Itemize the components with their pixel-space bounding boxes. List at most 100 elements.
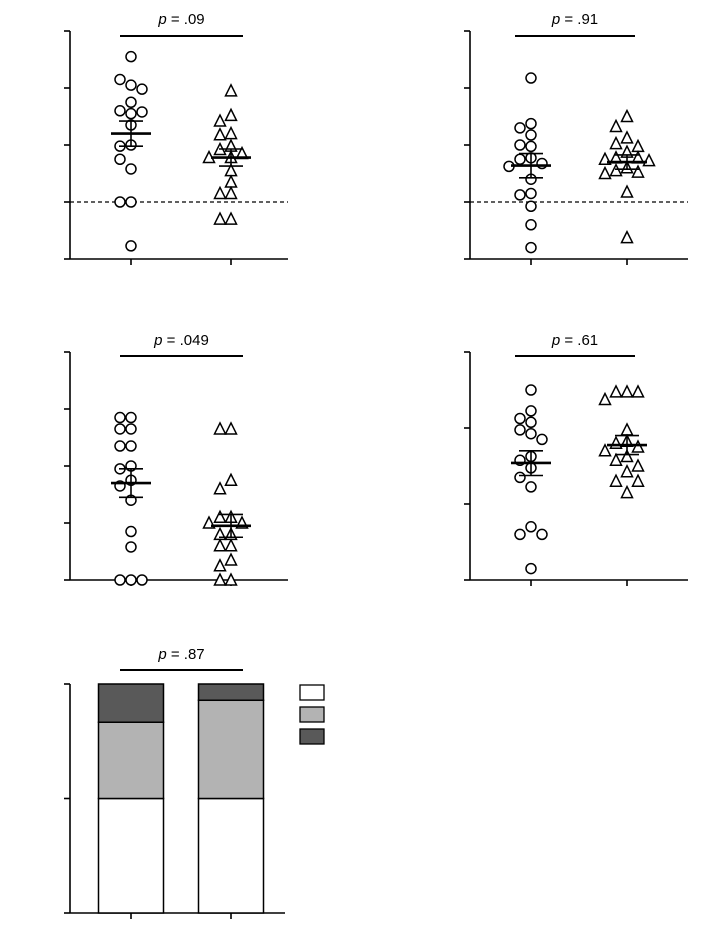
bar-segment-grade-0-hsc xyxy=(197,797,265,914)
data-point-hsc xyxy=(642,152,656,167)
data-point-hsc xyxy=(224,174,238,188)
bar-segment-grade-0-nsc xyxy=(97,797,165,914)
data-point-hsc xyxy=(224,83,238,97)
data-point-nsc xyxy=(125,411,137,424)
data-point-nsc xyxy=(525,416,537,429)
data-point-nsc xyxy=(525,405,537,417)
bar-segment-grade-1-nsc xyxy=(97,721,165,800)
data-point-hsc xyxy=(620,448,634,463)
p-symbol: p xyxy=(551,332,560,349)
data-point-hsc xyxy=(631,384,645,398)
data-point-nsc xyxy=(525,562,537,575)
data-point-hsc xyxy=(620,130,634,144)
data-point-nsc xyxy=(114,423,126,435)
panel-d: p = .61 xyxy=(464,332,688,586)
data-point-nsc xyxy=(114,411,126,424)
p-value-label: p = .09 xyxy=(157,11,204,28)
p-value-label: p = .61 xyxy=(551,332,598,349)
data-point-nsc xyxy=(125,50,137,63)
data-point-nsc xyxy=(514,471,526,484)
data-point-hsc xyxy=(213,421,227,435)
data-point-nsc xyxy=(125,525,137,538)
p-symbol: p xyxy=(153,332,162,349)
p-value-label: p = .91 xyxy=(551,11,598,28)
data-point-hsc xyxy=(598,165,612,180)
p-symbol: p xyxy=(551,11,560,28)
data-point-nsc xyxy=(125,107,137,120)
data-point-hsc xyxy=(609,135,623,150)
p-value: = .049 xyxy=(163,332,209,349)
data-point-hsc xyxy=(213,185,227,200)
data-point-nsc xyxy=(125,541,137,553)
data-point-nsc xyxy=(125,574,137,586)
data-point-nsc xyxy=(514,424,526,436)
data-point-nsc xyxy=(525,200,537,213)
data-point-hsc xyxy=(620,108,634,123)
panel-e: p = .87 xyxy=(64,646,325,919)
data-point-hsc xyxy=(224,185,238,200)
data-point-hsc xyxy=(213,113,227,127)
data-point-nsc xyxy=(536,433,548,446)
data-point-hsc xyxy=(224,211,238,225)
bar-segment-grade-2-hsc xyxy=(197,683,265,702)
data-point-hsc xyxy=(224,572,238,586)
data-point-nsc xyxy=(125,240,137,252)
bar-segment-grade-1-hsc xyxy=(197,699,265,800)
p-value: = .09 xyxy=(167,11,205,28)
data-point-nsc xyxy=(525,241,537,254)
data-point-nsc xyxy=(125,440,137,452)
data-point-nsc xyxy=(525,427,537,440)
p-value: = .87 xyxy=(167,646,205,663)
data-point-nsc xyxy=(525,140,537,153)
data-point-nsc xyxy=(114,73,126,86)
data-point-hsc xyxy=(620,229,634,244)
data-point-nsc xyxy=(525,187,537,200)
data-point-hsc xyxy=(213,481,227,495)
data-point-hsc xyxy=(609,384,623,398)
data-point-hsc xyxy=(609,452,623,467)
data-point-nsc xyxy=(536,157,548,170)
data-point-nsc xyxy=(125,163,137,175)
data-point-hsc xyxy=(609,473,623,487)
data-point-hsc xyxy=(620,464,634,478)
data-point-hsc xyxy=(213,558,227,572)
data-point-hsc xyxy=(609,118,623,133)
data-point-hsc xyxy=(224,125,238,140)
data-point-hsc xyxy=(631,138,645,153)
data-point-hsc xyxy=(631,473,645,487)
data-point-hsc xyxy=(631,458,645,472)
data-point-nsc xyxy=(514,528,526,541)
data-point-nsc xyxy=(536,528,548,541)
data-point-hsc xyxy=(224,552,238,566)
data-point-nsc xyxy=(525,129,537,141)
data-point-hsc xyxy=(213,538,227,552)
data-point-nsc xyxy=(114,196,126,208)
data-point-nsc xyxy=(514,139,526,151)
p-symbol: p xyxy=(157,11,166,28)
data-point-nsc xyxy=(114,105,126,117)
data-point-hsc xyxy=(609,162,623,177)
data-point-hsc xyxy=(224,538,238,552)
data-point-nsc xyxy=(136,106,148,118)
panel-c: p = .049 xyxy=(64,332,288,586)
data-point-hsc xyxy=(620,184,634,198)
data-point-nsc xyxy=(125,79,137,91)
data-point-nsc xyxy=(525,384,537,396)
data-point-nsc xyxy=(514,189,526,201)
data-point-nsc xyxy=(525,219,537,231)
data-point-nsc xyxy=(525,481,537,493)
data-point-nsc xyxy=(514,153,526,165)
legend-swatch-grade-1 xyxy=(299,706,325,723)
data-point-hsc xyxy=(598,391,612,406)
data-point-hsc xyxy=(620,422,634,436)
data-point-hsc xyxy=(620,384,634,398)
data-point-nsc xyxy=(114,153,126,165)
data-point-nsc xyxy=(125,96,137,108)
data-point-nsc xyxy=(514,122,526,134)
data-point-hsc xyxy=(213,572,227,586)
data-point-nsc xyxy=(125,423,137,435)
data-point-nsc xyxy=(514,412,526,425)
data-point-nsc xyxy=(114,440,126,452)
legend-swatch-grade-0 xyxy=(299,684,325,701)
